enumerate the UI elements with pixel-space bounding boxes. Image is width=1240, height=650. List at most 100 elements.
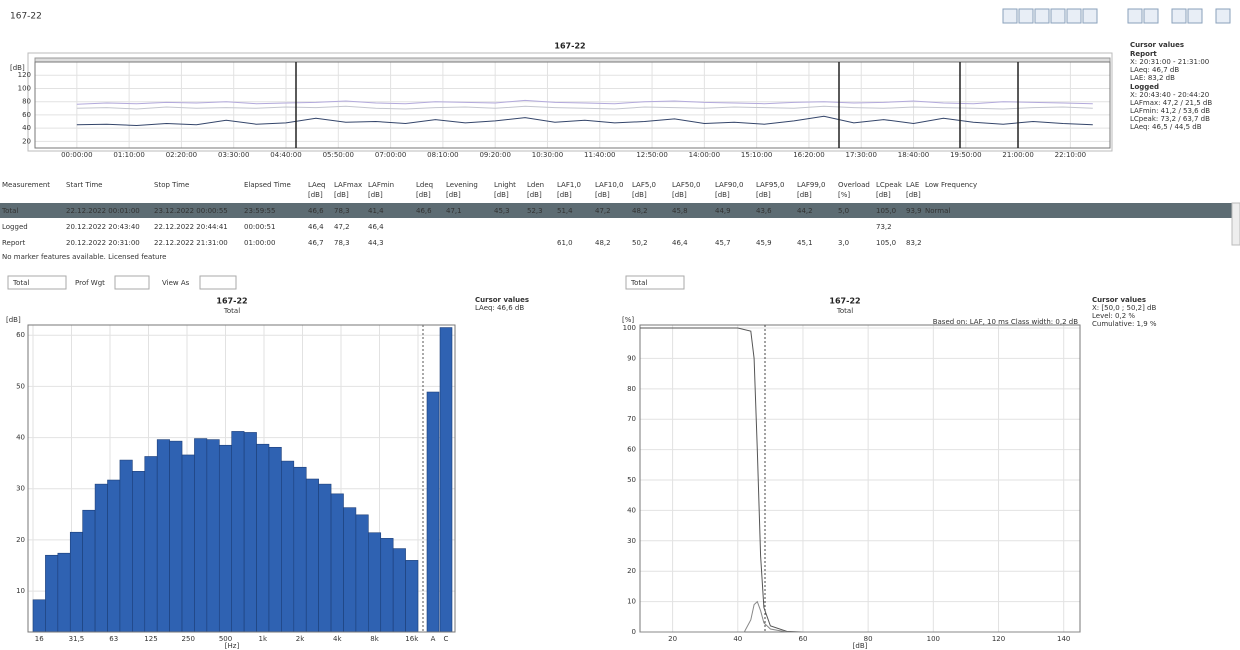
cursor-title: Cursor values [1130, 41, 1184, 49]
table-cell: 00:00:51 [244, 223, 275, 231]
bar [82, 509, 96, 633]
table-cell: 47,2 [334, 223, 350, 231]
curve [640, 600, 1080, 633]
column-header: Levening [446, 181, 478, 189]
bar [45, 554, 59, 633]
cursor-title: Cursor values [475, 296, 529, 304]
toolbar [1002, 8, 1231, 24]
table-cell: 73,2 [876, 223, 892, 231]
time-chart-title: 167-22 [554, 42, 585, 51]
x-tick-label: 21:00:00 [1002, 151, 1033, 159]
column-header: LAF95,0 [756, 181, 784, 189]
x-tick-label: 2k [296, 635, 305, 643]
bar [281, 460, 295, 633]
tool-button[interactable] [1187, 8, 1203, 24]
trace-line [76, 115, 1093, 127]
column-header: LAFmax [334, 181, 362, 189]
table-cell: Logged [2, 223, 28, 231]
table-cell: Normal [925, 207, 950, 215]
select[interactable] [7, 275, 67, 290]
table-cell: 45,9 [756, 239, 772, 247]
distribution-note: Based on: LAF, 10 ms Class width: 0,2 dB [933, 318, 1078, 326]
column-header: Overload [838, 181, 870, 189]
tool-button[interactable] [1082, 8, 1098, 24]
table-cell: 48,2 [632, 207, 648, 215]
bar [268, 446, 282, 633]
scrollbar[interactable] [1231, 202, 1240, 246]
bar [119, 459, 133, 633]
x-tick-label: 14:00:00 [689, 151, 720, 159]
tool-button[interactable] [1034, 8, 1050, 24]
cursor-line: Cumulative: 1,9 % [1092, 320, 1157, 328]
tool-button[interactable] [1018, 8, 1034, 24]
tool-button[interactable] [1066, 8, 1082, 24]
table-cell: 20.12.2022 20:31:00 [66, 239, 140, 247]
summary-table: Measurement Start Time Stop Time Elapsed Ti… [1, 181, 977, 247]
x-tick-label: 09:20:00 [479, 151, 510, 159]
tool-button[interactable] [1171, 8, 1187, 24]
bar [32, 599, 46, 633]
x-tick-label: 18:40:00 [898, 151, 929, 159]
table-cell: 22.12.2022 00:01:00 [66, 207, 140, 215]
select[interactable] [199, 275, 237, 290]
y-axis-label: [dB] [6, 316, 21, 324]
column-unit: [dB] [416, 191, 431, 199]
x-tick-label: 80 [864, 635, 873, 643]
column-unit: [dB] [557, 191, 572, 199]
column-header: Lnight [494, 181, 516, 189]
x-tick-label: 04:40:00 [270, 151, 301, 159]
tool-button[interactable] [1143, 8, 1159, 24]
x-tick-label: 05:50:00 [323, 151, 354, 159]
table-cell: 46,7 [308, 239, 324, 247]
y-tick-label: 100 [623, 324, 636, 332]
cursor-line: LCpeak: 73,2 / 63,7 dB [1130, 115, 1210, 123]
table-cell: 45,1 [797, 239, 813, 247]
table-cell: 45,8 [672, 207, 688, 215]
y-tick-label: 40 [22, 124, 31, 132]
y-tick-label: 100 [18, 84, 31, 92]
bar [305, 478, 319, 633]
column-unit: [dB] [334, 191, 349, 199]
table-cell: 23.12.2022 00:00:55 [154, 207, 228, 215]
cursor-heading: Report [1130, 50, 1157, 58]
x-tick-label: A [431, 635, 436, 643]
tool-button[interactable] [1002, 8, 1018, 24]
table-cell: 01:00:00 [244, 239, 275, 247]
column-header: Ldeq [416, 181, 433, 189]
tool-button[interactable] [1127, 8, 1143, 24]
y-tick-label: 80 [627, 385, 636, 393]
table-cell: 46,4 [672, 239, 688, 247]
y-tick-label: 30 [627, 537, 636, 545]
column-header: LAE [906, 181, 919, 189]
bar [343, 507, 357, 633]
table-cell: 46,6 [308, 207, 324, 215]
trace-line [76, 105, 1093, 110]
y-tick-label: 10 [16, 587, 25, 595]
table-cell: 45,3 [494, 207, 510, 215]
x-tick-label: 10:30:00 [532, 151, 563, 159]
column-unit: [dB] [756, 191, 771, 199]
control-label: Prof Wgt [75, 279, 105, 287]
bar [318, 483, 332, 633]
table-cell: 47,2 [595, 207, 611, 215]
bar [330, 493, 344, 633]
table-cell: Total [1, 207, 18, 215]
column-header: LAFmin [368, 181, 394, 189]
table-cell: 46,4 [308, 223, 324, 231]
cursor-line: LAeq: 46,6 dB [475, 304, 524, 312]
bar [144, 456, 158, 633]
x-tick-label: 40 [733, 635, 742, 643]
table-cell: 61,0 [557, 239, 573, 247]
x-tick-label: 11:40:00 [584, 151, 615, 159]
table-cell: 52,3 [527, 207, 543, 215]
x-tick-label: 19:50:00 [950, 151, 981, 159]
tool-button[interactable] [1215, 8, 1231, 24]
select[interactable] [625, 275, 685, 290]
table-cell: 22.12.2022 21:31:00 [154, 239, 228, 247]
x-axis-label: [Hz] [225, 642, 240, 650]
select[interactable] [114, 275, 150, 290]
y-tick-label: 50 [16, 382, 25, 390]
column-unit: [dB] [446, 191, 461, 199]
tool-button[interactable] [1050, 8, 1066, 24]
